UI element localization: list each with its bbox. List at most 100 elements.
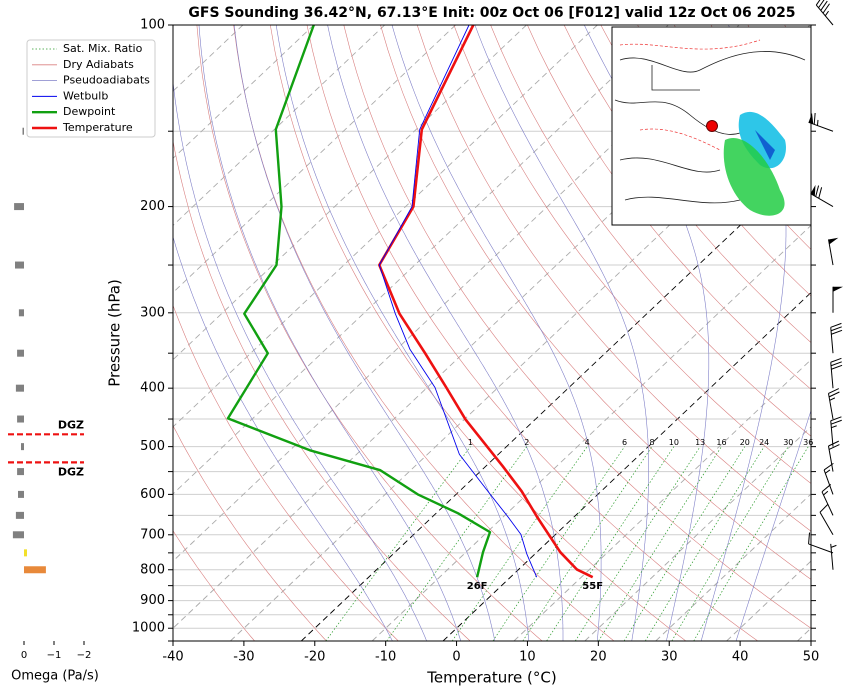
mixing-ratio-line xyxy=(451,446,588,641)
mixing-ratio-label: 6 xyxy=(622,438,627,447)
x-axis-label: Temperature (°C) xyxy=(426,669,556,687)
barb-staff xyxy=(821,491,834,516)
dry-adiabat xyxy=(173,304,399,641)
barb-full xyxy=(830,361,842,367)
profiles xyxy=(226,25,594,579)
barb-full xyxy=(828,391,840,398)
wind-barb xyxy=(830,416,842,447)
mixing-ratio-label: 10 xyxy=(669,438,679,447)
wind-barb xyxy=(827,237,839,266)
dry-adiabat xyxy=(173,139,471,641)
dry-adiabat xyxy=(600,25,811,297)
barb-full xyxy=(831,364,843,370)
axes: -40 -30 -20 -10 0 10 20 30 40 50 100 200 300 400 500 60… xyxy=(132,18,819,665)
dry-adiabat xyxy=(380,25,811,580)
legend: Sat. Mix. Ratio Dry Adiabats Pseudoadiabat… xyxy=(26,39,156,138)
omega-bar xyxy=(12,531,24,539)
dry-adiabat xyxy=(196,25,543,641)
barb-full xyxy=(830,419,842,425)
background-lines xyxy=(173,25,811,641)
barb-full xyxy=(818,0,825,9)
y-tick-label: 400 xyxy=(140,381,165,396)
omega-bar xyxy=(17,468,24,476)
profile-line xyxy=(378,25,594,579)
wind-barb xyxy=(821,484,834,516)
barb-half xyxy=(829,397,836,401)
x-tick-label: 40 xyxy=(732,650,749,665)
barb-full xyxy=(830,357,842,363)
omega-bar xyxy=(15,261,24,269)
dry-adiabat xyxy=(270,25,687,641)
wind-barb xyxy=(808,112,834,132)
wind-barb xyxy=(827,440,840,472)
mixing-ratio-line xyxy=(693,446,809,641)
dry-adiabat xyxy=(416,25,811,532)
omega-axis-label: Omega (Pa/s) xyxy=(11,669,99,684)
barb-flag xyxy=(810,184,816,197)
y-tick-label: 100 xyxy=(140,18,165,33)
profile-line xyxy=(378,25,538,578)
pseudoadiabat xyxy=(474,25,649,641)
omega-bar xyxy=(15,384,24,392)
barb-full xyxy=(828,444,840,450)
mixing-ratio-label: 4 xyxy=(585,438,590,447)
omega-bar xyxy=(24,549,27,557)
barb-half xyxy=(824,10,829,17)
y-tick-label: 800 xyxy=(140,562,165,577)
barb-staff xyxy=(830,543,834,570)
y-tick-label: 600 xyxy=(140,487,165,502)
barb-half xyxy=(823,490,829,496)
x-tick-label: 30 xyxy=(661,650,678,665)
barb-half xyxy=(825,469,831,474)
mixing-ratio-label: 36 xyxy=(803,438,813,447)
x-tick-label: -20 xyxy=(304,650,325,665)
pseudoadiabat xyxy=(735,409,811,641)
mixing-ratio-label: 30 xyxy=(783,438,793,447)
pseudoadiabat xyxy=(173,235,393,641)
y-tick-label: 300 xyxy=(140,305,165,320)
legend-label: Sat. Mix. Ratio xyxy=(63,42,143,55)
plot-frame xyxy=(172,24,812,642)
barb-full xyxy=(820,0,828,11)
omega-bar xyxy=(17,415,24,423)
wind-barb xyxy=(827,388,840,420)
mixing-ratio-line xyxy=(623,446,746,641)
barb-full xyxy=(815,0,821,6)
y-tick-label: 900 xyxy=(140,593,165,608)
legend-label: Pseudoadiabats xyxy=(63,74,150,87)
legend-label: Temperature xyxy=(62,121,133,134)
legend-label: Dry Adiabats xyxy=(63,58,134,71)
dry-adiabat xyxy=(233,25,615,641)
x-tick-label: -30 xyxy=(233,650,254,665)
barb-staff xyxy=(808,121,834,132)
dry-adiabat xyxy=(306,25,758,641)
dry-adiabat xyxy=(343,25,811,629)
mixing-ratio-label: 16 xyxy=(716,438,726,447)
barb-full xyxy=(828,388,840,394)
barb-full xyxy=(822,3,830,14)
barb-full xyxy=(808,532,811,545)
barb-flag xyxy=(808,112,814,125)
mixing-ratio-line xyxy=(575,446,701,641)
omega-tick-label: 0 xyxy=(21,650,27,661)
y-tick-label: 200 xyxy=(140,199,165,214)
mixing-ratio-label: 24 xyxy=(759,438,769,447)
pseudoadiabat xyxy=(173,79,427,641)
mixing-ratio-line xyxy=(492,446,625,641)
barb-full xyxy=(823,462,834,471)
dry-adiabat xyxy=(490,25,811,437)
x-tick-label: -40 xyxy=(162,650,183,665)
barb-full xyxy=(821,484,832,493)
barb-half xyxy=(831,425,837,429)
surface-annotation: 26F xyxy=(467,581,488,592)
chart-title: GFS Sounding 36.42°N, 67.13°E Init: 00z … xyxy=(188,5,795,21)
mixing-ratio-label: 1 xyxy=(468,438,473,447)
barb-full xyxy=(830,416,842,422)
surface-annotation: 55F xyxy=(582,581,603,592)
omega-bar xyxy=(22,127,24,135)
barb-flag xyxy=(828,237,839,245)
map-precip-blue xyxy=(755,130,775,160)
omega-tick-label: −1 xyxy=(47,650,62,661)
barb-full xyxy=(830,322,842,328)
